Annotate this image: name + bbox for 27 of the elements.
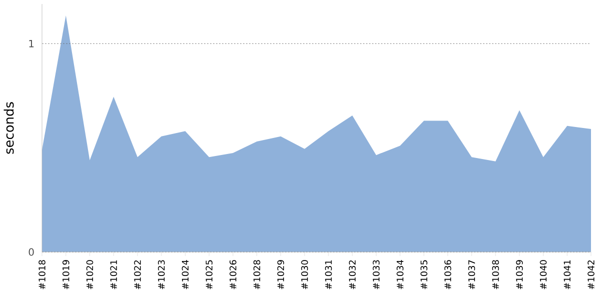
x-tick-label: #1041 (564, 260, 571, 290)
x-tick-label: #1031 (325, 260, 332, 290)
x-tick-label: #1025 (206, 260, 212, 290)
x-tick-label: #1034 (396, 260, 404, 290)
x-tick-label: #1026 (230, 260, 236, 290)
x-tick-label: #1029 (277, 260, 284, 290)
x-tick-label: #1024 (182, 260, 189, 290)
x-tick-label: #1030 (301, 260, 308, 290)
x-tick-label: #1035 (420, 260, 428, 290)
x-tick-label: #1023 (158, 260, 165, 290)
x-tick-label: #1033 (372, 260, 380, 290)
y-axis-title: seconds (4, 102, 14, 154)
x-tick-label: #1020 (86, 260, 94, 290)
x-tick-label: #1036 (444, 260, 452, 290)
x-tick-label: #1038 (492, 260, 499, 290)
x-tick-label: #1040 (540, 260, 547, 290)
y-tick-label: 1 (29, 40, 34, 48)
x-tick-label: #1018 (38, 260, 46, 290)
x-tick-label: #1021 (110, 260, 118, 290)
x-tick-label: #1028 (253, 260, 260, 290)
x-tick-label: #1037 (468, 260, 476, 290)
x-tick-label: #1042 (588, 260, 594, 290)
y-tick-label: 0 (28, 248, 34, 256)
x-tick-label: #1022 (134, 260, 141, 290)
x-tick-label: #1032 (348, 260, 356, 290)
x-tick-label: #1039 (516, 260, 523, 290)
x-tick-label: #1019 (62, 260, 70, 290)
